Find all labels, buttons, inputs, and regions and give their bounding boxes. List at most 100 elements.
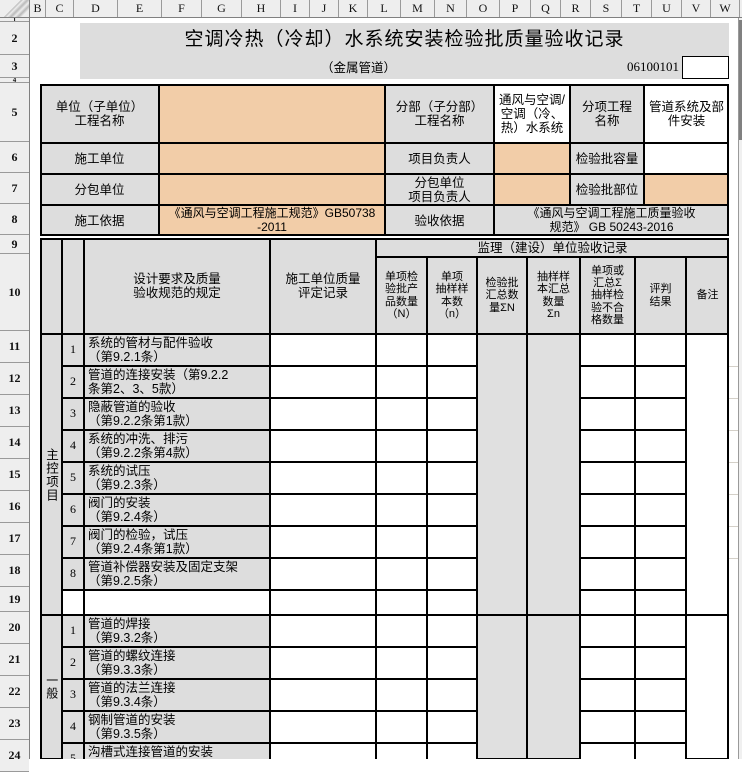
single-sample-qty-cell[interactable] [427, 711, 477, 743]
row-header-strip[interactable]: 1 2 3 4 5 6 7 8 9 10 11 12 13 14 15 16 1… [0, 18, 30, 772]
column-header-B[interactable]: B [30, 0, 46, 17]
construction-record-cell[interactable] [270, 743, 376, 759]
subitem-project-value[interactable]: 管道系统及部 件安装 [644, 84, 729, 143]
column-header-F[interactable]: F [162, 0, 202, 17]
single-sample-qty-cell[interactable] [427, 398, 477, 430]
column-header-S[interactable]: S [591, 0, 622, 17]
row-header-14[interactable]: 14 [0, 427, 29, 459]
form-title[interactable]: 空调冷热（冷却）水系统安装检验批质量验收记录 [80, 23, 729, 56]
column-header-D[interactable]: D [74, 0, 118, 17]
item-no[interactable]: 4 [62, 711, 84, 743]
column-header-H[interactable]: H [242, 0, 281, 17]
construction-unit-value[interactable] [159, 143, 385, 174]
sub-project-leader-value[interactable] [494, 174, 570, 205]
unqualified-total-cell[interactable] [580, 558, 635, 590]
construction-record-cell[interactable] [270, 711, 376, 743]
single-sample-qty-cell[interactable] [427, 647, 477, 679]
batch-position-value[interactable] [644, 174, 729, 205]
unit-project-value[interactable] [159, 84, 385, 143]
single-batch-qty-header[interactable]: 单项检 验批产 品数量 （N） [376, 257, 427, 334]
row-header-6[interactable]: 6 [0, 142, 29, 173]
sample-total-n-merged-cell[interactable] [527, 334, 580, 615]
item-no[interactable]: 2 [62, 647, 84, 679]
column-header-L[interactable]: L [368, 0, 401, 17]
single-batch-qty-cell[interactable] [376, 647, 427, 679]
unqualified-total-cell[interactable] [580, 679, 635, 711]
unqualified-total-cell[interactable] [580, 743, 635, 759]
judgement-cell[interactable] [635, 743, 686, 759]
item-no-col-header[interactable] [62, 238, 84, 334]
item-no[interactable]: 8 [62, 558, 84, 590]
subcontractor-label[interactable]: 分包单位 [40, 174, 159, 205]
column-header-J[interactable]: J [310, 0, 339, 17]
column-header-M[interactable]: M [401, 0, 435, 17]
construction-basis-label[interactable]: 施工依据 [40, 205, 159, 236]
single-batch-qty-cell[interactable] [376, 743, 427, 759]
item-text[interactable]: 沟槽式连接管道的安装 [84, 743, 270, 759]
single-sample-qty-header[interactable]: 单项 抽样样 本数 （n） [427, 257, 477, 334]
column-header-C[interactable]: C [46, 0, 74, 17]
construction-record-cell[interactable] [270, 430, 376, 462]
item-no[interactable]: 1 [62, 334, 84, 366]
item-no[interactable] [62, 590, 84, 615]
row-header-15[interactable]: 15 [0, 459, 29, 491]
row-header-8[interactable]: 8 [0, 204, 29, 235]
column-header-I[interactable]: I [281, 0, 310, 17]
construction-basis-value[interactable]: 《通风与空调工程施工规范》GB50738 -2011 [159, 205, 385, 236]
column-header-O[interactable]: O [467, 0, 500, 17]
item-text[interactable]: 系统的冲洗、排污 （第9.2.2条第4款） [84, 430, 270, 462]
row-header-11[interactable]: 11 [0, 331, 29, 363]
column-header-V[interactable]: V [682, 0, 711, 17]
row-header-18[interactable]: 18 [0, 555, 29, 587]
single-batch-qty-cell[interactable] [376, 558, 427, 590]
row-header-13[interactable]: 13 [0, 395, 29, 427]
construction-record-cell[interactable] [270, 558, 376, 590]
single-batch-qty-cell[interactable] [376, 711, 427, 743]
column-header-P[interactable]: P [500, 0, 531, 17]
item-no[interactable]: 3 [62, 679, 84, 711]
column-header-W[interactable]: W [711, 0, 740, 17]
construction-record-cell[interactable] [270, 398, 376, 430]
column-header-U[interactable]: U [652, 0, 682, 17]
item-no[interactable]: 6 [62, 494, 84, 526]
single-batch-qty-cell[interactable] [376, 334, 427, 366]
unqualified-total-cell[interactable] [580, 494, 635, 526]
construction-record-cell[interactable] [270, 334, 376, 366]
judgement-header[interactable]: 评判 结果 [635, 257, 686, 334]
single-sample-qty-cell[interactable] [427, 494, 477, 526]
item-text[interactable]: 阀门的检验，试压 （第9.2.4条第1款） [84, 526, 270, 558]
item-text[interactable]: 系统的管材与配件验收 （第9.2.1条） [84, 334, 270, 366]
unqualified-total-cell[interactable] [580, 711, 635, 743]
judgement-cell[interactable] [635, 615, 686, 647]
batch-total-n-merged-cell[interactable] [477, 334, 527, 615]
judgement-cell[interactable] [635, 494, 686, 526]
single-sample-qty-cell[interactable] [427, 743, 477, 759]
item-text[interactable]: 钢制管道的安装 （第9.3.5条） [84, 711, 270, 743]
unit-project-label[interactable]: 单位（子单位） 工程名称 [40, 84, 159, 143]
sample-total-n-header[interactable]: 抽样样 本汇总 数量 Σn [527, 257, 580, 334]
unqualified-total-cell[interactable] [580, 398, 635, 430]
item-text[interactable]: 隐蔽管道的验收 （第9.2.2条第1款） [84, 398, 270, 430]
unqualified-total-cell[interactable] [580, 462, 635, 494]
construction-record-cell[interactable] [270, 494, 376, 526]
construction-unit-label[interactable]: 施工单位 [40, 143, 159, 174]
item-no[interactable]: 5 [62, 462, 84, 494]
judgement-cell[interactable] [635, 558, 686, 590]
subitem-project-label[interactable]: 分项工程 名称 [570, 84, 644, 143]
row-header-17[interactable]: 17 [0, 523, 29, 555]
row-header-24[interactable]: 24 [0, 740, 29, 772]
single-sample-qty-cell[interactable] [427, 679, 477, 711]
row-header-16[interactable]: 16 [0, 491, 29, 523]
single-batch-qty-cell[interactable] [376, 590, 427, 615]
construction-record-cell[interactable] [270, 679, 376, 711]
column-header-E[interactable]: E [118, 0, 162, 17]
sample-total-n-merged-cell[interactable] [527, 615, 580, 759]
column-header-T[interactable]: T [622, 0, 652, 17]
unqualified-total-cell[interactable] [580, 615, 635, 647]
item-text[interactable]: 系统的试压 （第9.2.3条） [84, 462, 270, 494]
row-header-5[interactable]: 5 [0, 83, 29, 142]
single-sample-qty-cell[interactable] [427, 590, 477, 615]
subcontractor-value[interactable] [159, 174, 385, 205]
item-text[interactable]: 管道的焊接 （第9.3.2条） [84, 615, 270, 647]
construction-record-cell[interactable] [270, 615, 376, 647]
